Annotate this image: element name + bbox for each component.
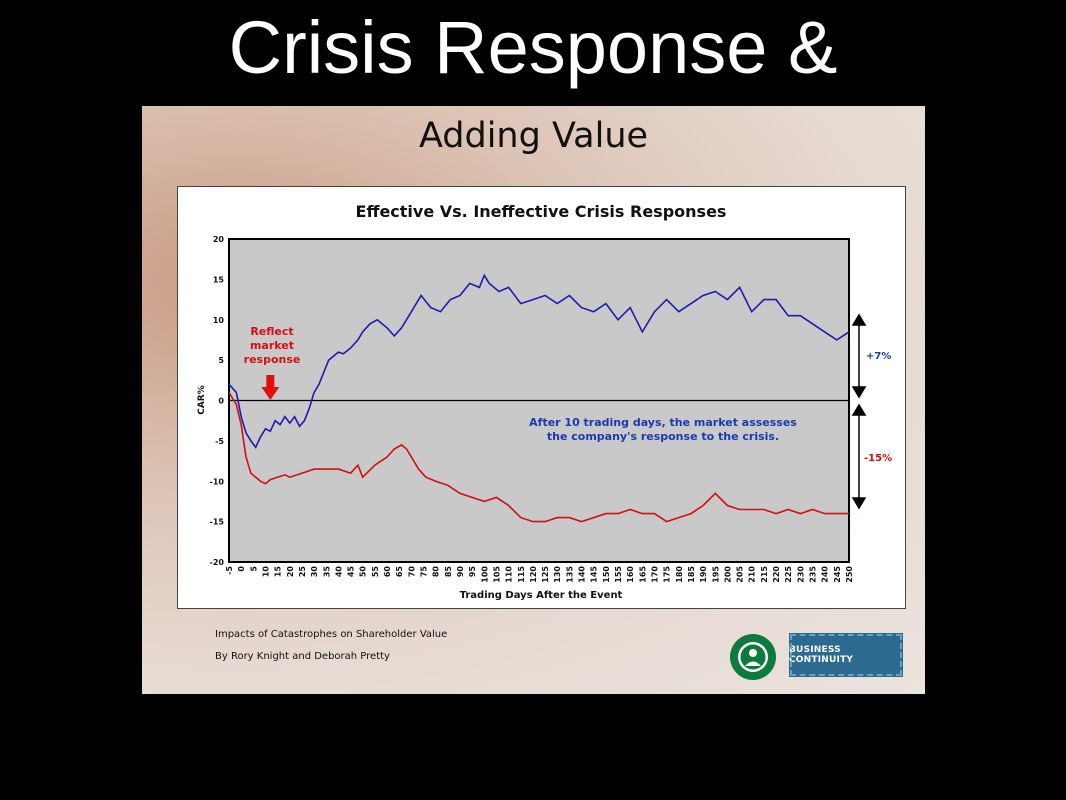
x-tick-label: 190 (699, 566, 708, 583)
x-tick-label: 55 (371, 566, 380, 578)
x-tick-label: 120 (529, 566, 538, 583)
y-axis-label: CAR% (197, 385, 207, 415)
panel-title: Adding Value (418, 116, 649, 156)
x-tick-label: 205 (736, 566, 745, 583)
x-tick-label: 70 (407, 566, 416, 578)
x-tick-label: 95 (468, 566, 477, 578)
content-panel: Adding Value Effective Vs. Ineffective C… (142, 106, 925, 694)
down-range-arrowhead-2-icon (851, 497, 867, 510)
minus-fifteen-label: -15% (864, 453, 892, 464)
x-tick-label: 50 (359, 566, 368, 578)
y-tick-label: 0 (218, 397, 224, 406)
x-axis-ticks: -5 0 5 10 15 20 25 30 35 40 45 50 55 60 65 70 75 80 85 90 95… (225, 566, 854, 583)
x-tick-label: 250 (845, 566, 854, 583)
x-tick-label: 30 (310, 566, 319, 578)
reflect-line-1: Reflect (250, 325, 293, 338)
note-line-1: After 10 trading days, the market assess… (529, 416, 797, 429)
x-tick-label: 65 (395, 566, 404, 578)
plus-seven-label: +7% (866, 351, 891, 362)
chart-title: Effective Vs. Ineffective Crisis Respons… (356, 202, 727, 221)
x-tick-label: 175 (663, 566, 672, 583)
y-tick-label: -5 (215, 437, 224, 446)
x-tick-label: 135 (565, 566, 574, 583)
assessment-note: After 10 trading days, the market assess… (529, 416, 797, 443)
x-tick-label: 170 (650, 566, 659, 583)
x-tick-label: 115 (517, 566, 526, 583)
x-tick-label: 240 (821, 566, 830, 583)
y-tick-label: 10 (213, 316, 225, 325)
y-tick-label: -10 (210, 477, 225, 486)
y-tick-label: 5 (218, 356, 224, 365)
x-tick-label: -5 (225, 566, 234, 575)
crisis-response-chart: Effective Vs. Ineffective Crisis Respons… (197, 202, 892, 601)
x-tick-label: 145 (590, 566, 599, 583)
x-tick-label: 85 (444, 566, 453, 578)
x-tick-label: 150 (602, 566, 611, 583)
note-line-2: the company's response to the crisis. (547, 430, 779, 443)
x-tick-label: 215 (760, 566, 769, 583)
up-range-arrowhead-2-icon (851, 403, 867, 416)
slide-title: Crisis Response & (228, 6, 838, 89)
reflect-line-3: response (244, 353, 301, 366)
starbucks-logo-icon (730, 634, 776, 680)
x-tick-label: 160 (626, 566, 635, 583)
reflect-annotation: Reflect market response (244, 325, 301, 366)
x-tick-label: 15 (274, 566, 283, 578)
x-tick-label: 185 (687, 566, 696, 583)
x-tick-label: 155 (614, 566, 623, 583)
y-tick-label: -20 (210, 558, 225, 567)
down-arrow-icon (261, 375, 280, 400)
x-tick-label: 20 (286, 566, 295, 578)
y-tick-label: -15 (210, 518, 225, 527)
x-tick-label: 165 (638, 566, 647, 583)
source-authors: By Rory Knight and Deborah Pretty (215, 651, 390, 662)
x-tick-label: 80 (432, 566, 441, 578)
ineffective-response-line (228, 391, 849, 523)
x-tick-label: 130 (553, 566, 562, 583)
chart-frame: Effective Vs. Ineffective Crisis Respons… (177, 186, 906, 609)
x-tick-label: 245 (833, 566, 842, 583)
x-tick-label: 40 (334, 566, 343, 578)
effective-response-line (228, 273, 850, 449)
x-tick-label: 140 (578, 566, 587, 583)
y-tick-label: 20 (213, 235, 225, 244)
x-tick-label: 225 (784, 566, 793, 583)
x-tick-label: 110 (505, 566, 514, 583)
x-tick-label: 105 (492, 566, 501, 583)
y-axis-ticks: 20 15 10 5 0 -5 -10 -15 -20 (210, 235, 225, 567)
x-tick-label: 25 (298, 566, 307, 578)
x-tick-label: 0 (237, 566, 246, 572)
x-tick-label: 90 (456, 566, 465, 578)
x-tick-label: 235 (809, 566, 818, 583)
x-tick-label: 10 (261, 566, 270, 578)
x-tick-label: 195 (711, 566, 720, 583)
x-tick-label: 210 (748, 566, 757, 583)
y-tick-label: 15 (213, 275, 225, 284)
reflect-line-2: market (250, 339, 294, 352)
x-tick-label: 5 (249, 566, 258, 572)
x-tick-label: 220 (772, 566, 781, 583)
x-tick-label: 75 (420, 566, 429, 578)
x-tick-label: 100 (480, 566, 489, 583)
up-range-arrowhead-icon (851, 313, 867, 326)
x-tick-label: 35 (322, 566, 331, 578)
x-tick-label: 230 (796, 566, 805, 583)
x-axis-label: Trading Days After the Event (460, 590, 623, 601)
x-tick-label: 60 (383, 566, 392, 578)
down-range-arrowhead-icon (851, 386, 867, 399)
x-tick-label: 45 (347, 566, 356, 578)
source-title: Impacts of Catastrophes on Shareholder V… (215, 629, 448, 640)
business-continuity-badge: BUSINESS CONTINUITY (789, 633, 903, 677)
x-tick-label: 180 (675, 566, 684, 583)
x-tick-label: 200 (723, 566, 732, 583)
x-tick-label: 125 (541, 566, 550, 583)
range-arrows (851, 313, 867, 510)
